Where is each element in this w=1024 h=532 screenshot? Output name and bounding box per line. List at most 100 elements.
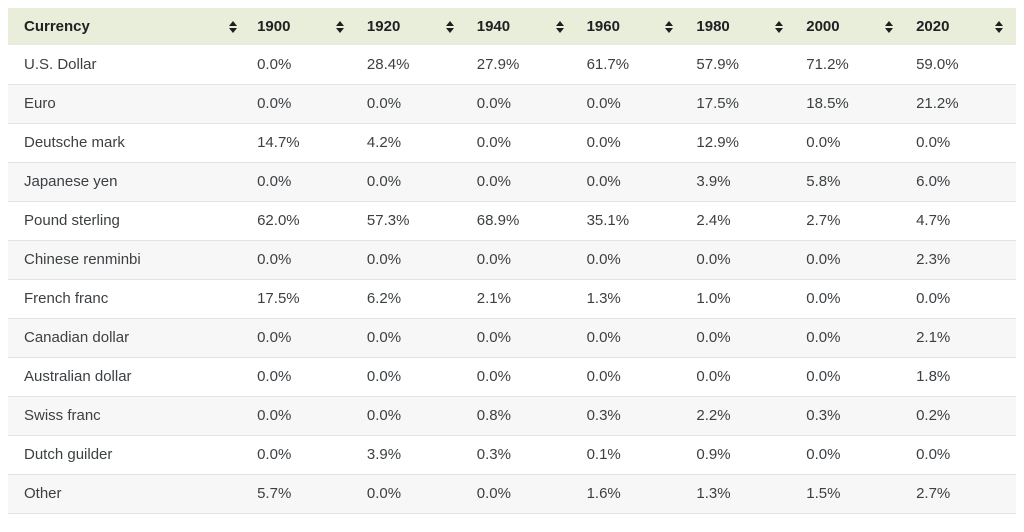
- value-cell: 0.0%: [366, 485, 402, 502]
- value-cell: 0.0%: [916, 446, 951, 463]
- value-cell: 0.0%: [806, 134, 841, 151]
- value-cell: 61.7%: [586, 55, 630, 73]
- value-cell: 2.4%: [696, 212, 731, 229]
- value-cell: 0.0%: [586, 251, 621, 268]
- value-cell: 14.7%: [257, 134, 300, 151]
- value-cell: 21.2%: [916, 95, 959, 112]
- column-header-currency[interactable]: Currency: [8, 8, 248, 45]
- value-cell: 28.4%: [366, 55, 410, 73]
- value-cell: 0.3%: [806, 407, 841, 424]
- sort-icon[interactable]: [229, 20, 238, 33]
- value-cell: 0.0%: [366, 173, 402, 190]
- table-row: Other 5.7% 0.0% 0.0% 1.6% 1.3% 1.5% 2.7%: [8, 474, 1016, 513]
- value-cell: 0.3%: [476, 446, 511, 463]
- value-cell: 18.5%: [806, 95, 849, 112]
- table-row: Swiss franc 0.0% 0.0% 0.8% 0.3% 2.2% 0.3% 0.2%: [8, 396, 1016, 435]
- value-cell: 0.0%: [696, 329, 731, 346]
- table-row: Canadian dollar 0.0% 0.0% 0.0% 0.0% 0.0% 0.0% 2…: [8, 318, 1016, 357]
- page: Currency 1900 1920 1940 1960 1980 2000 2020 U.S…: [8, 8, 1016, 513]
- value-cell: 57.9%: [696, 55, 739, 73]
- table-row: U.S. Dollar 0.0% 28.4% 27.9% 61.7% 57.9% 71.2%…: [8, 45, 1016, 84]
- value-cell: 0.0%: [476, 95, 511, 112]
- value-cell: 0.0%: [366, 95, 402, 112]
- value-cell: 0.0%: [366, 407, 402, 424]
- value-cell: 0.0%: [806, 251, 841, 268]
- currency-cell: Australian dollar: [24, 368, 132, 385]
- column-header-2000[interactable]: 2000: [796, 8, 907, 45]
- value-cell: 0.0%: [806, 446, 841, 463]
- value-cell: 0.9%: [696, 446, 731, 463]
- value-cell: 35.1%: [586, 212, 630, 229]
- value-cell: 3.9%: [366, 446, 402, 463]
- column-label: Currency: [24, 18, 90, 35]
- column-header-1920[interactable]: 1920: [356, 8, 467, 45]
- value-cell: 4.2%: [366, 134, 402, 151]
- value-cell: 2.2%: [696, 407, 731, 424]
- value-cell: 17.5%: [696, 95, 739, 112]
- table-row: Deutsche mark 14.7% 4.2% 0.0% 0.0% 12.9% 0.0% 0…: [8, 123, 1016, 162]
- value-cell: 4.7%: [916, 212, 951, 229]
- value-cell: 6.0%: [916, 173, 951, 190]
- currency-cell: Euro: [24, 95, 56, 112]
- sort-icon[interactable]: [775, 20, 784, 33]
- currency-cell: U.S. Dollar: [24, 55, 97, 73]
- value-cell: 0.0%: [586, 329, 621, 346]
- value-cell: 0.0%: [257, 95, 292, 112]
- value-cell: 0.0%: [476, 368, 511, 385]
- column-label: 1920: [366, 18, 401, 35]
- value-cell: 2.3%: [916, 251, 951, 268]
- value-cell: 71.2%: [806, 55, 849, 73]
- header-row: Currency 1900 1920 1940 1960 1980 2000 2020: [8, 8, 1016, 45]
- value-cell: 1.0%: [696, 290, 731, 307]
- value-cell: 1.6%: [586, 485, 621, 502]
- value-cell: 27.9%: [476, 55, 520, 73]
- value-cell: 2.7%: [806, 212, 841, 229]
- value-cell: 0.0%: [476, 485, 511, 502]
- column-header-1900[interactable]: 1900: [247, 8, 357, 45]
- column-label: 1980: [696, 18, 730, 35]
- currency-cell: Canadian dollar: [24, 329, 130, 346]
- currency-cell: French franc: [24, 290, 109, 307]
- sort-icon[interactable]: [555, 20, 564, 33]
- value-cell: 0.0%: [476, 251, 511, 268]
- sort-icon[interactable]: [445, 20, 454, 33]
- table-row: Pound sterling 62.0% 57.3% 68.9% 35.1% 2.4% 2.…: [8, 201, 1016, 240]
- value-cell: 5.8%: [806, 173, 841, 190]
- value-cell: 0.0%: [476, 329, 511, 346]
- column-header-1980[interactable]: 1980: [686, 8, 797, 45]
- table-row: Japanese yen 0.0% 0.0% 0.0% 0.0% 3.9% 5.8% 6.0%: [8, 162, 1016, 201]
- value-cell: 0.0%: [257, 329, 292, 346]
- value-cell: 6.2%: [366, 290, 402, 307]
- value-cell: 0.0%: [696, 251, 731, 268]
- sort-icon[interactable]: [885, 20, 894, 33]
- currency-cell: Deutsche mark: [24, 134, 125, 151]
- sort-icon[interactable]: [665, 20, 674, 33]
- value-cell: 62.0%: [257, 212, 300, 229]
- value-cell: 0.0%: [366, 329, 402, 346]
- column-header-1940[interactable]: 1940: [466, 8, 577, 45]
- value-cell: 0.0%: [476, 134, 511, 151]
- value-cell: 0.0%: [806, 368, 841, 385]
- value-cell: 5.7%: [257, 485, 292, 502]
- value-cell: 0.0%: [257, 173, 292, 190]
- column-label: 1940: [476, 18, 511, 35]
- value-cell: 1.3%: [696, 485, 731, 502]
- sort-icon[interactable]: [995, 20, 1003, 33]
- value-cell: 1.8%: [916, 368, 951, 385]
- table-row: Dutch guilder 0.0% 3.9% 0.3% 0.1% 0.9% 0.0% 0.0…: [8, 435, 1016, 474]
- value-cell: 0.0%: [366, 251, 402, 268]
- column-label: 1900: [257, 18, 291, 35]
- value-cell: 0.0%: [257, 55, 292, 73]
- value-cell: 57.3%: [366, 212, 410, 229]
- value-cell: 2.1%: [476, 290, 511, 307]
- table-row: Australian dollar 0.0% 0.0% 0.0% 0.0% 0.0% 0.0…: [8, 357, 1016, 396]
- value-cell: 0.0%: [586, 134, 621, 151]
- value-cell: 0.0%: [366, 368, 402, 385]
- sort-icon[interactable]: [335, 20, 344, 33]
- currency-cell: Other: [24, 485, 62, 502]
- column-header-1960[interactable]: 1960: [576, 8, 687, 45]
- value-cell: 0.0%: [257, 368, 292, 385]
- value-cell: 0.0%: [476, 173, 511, 190]
- value-cell: 0.0%: [586, 173, 621, 190]
- column-header-2020[interactable]: 2020: [906, 8, 1016, 45]
